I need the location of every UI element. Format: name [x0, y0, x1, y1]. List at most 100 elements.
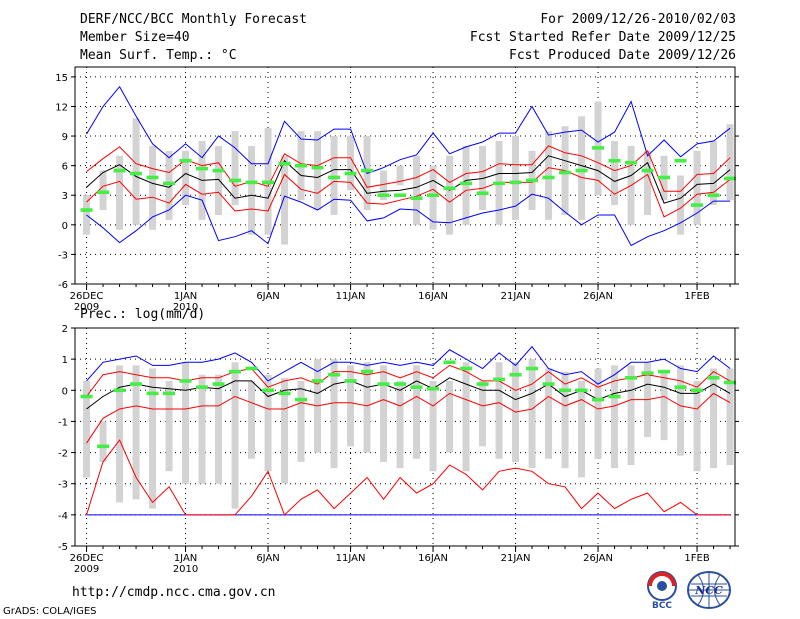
obs-mark [113, 168, 126, 173]
spread-bar [479, 145, 487, 211]
header-forecast-range: For 2009/12/26-2010/02/03 [540, 12, 736, 27]
x-tick-label: 16JAN [418, 291, 448, 302]
y-tick-label: -4 [58, 511, 68, 522]
obs-mark [460, 181, 473, 186]
header-member-size: Member Size=40 [80, 30, 190, 45]
spread-bar [413, 155, 421, 225]
ncc-logo-text: NCC [694, 584, 723, 597]
spread-bar [248, 145, 256, 235]
spread-bar [231, 362, 239, 509]
obs-mark [691, 388, 704, 393]
spread-bar [693, 150, 701, 225]
obs-mark [113, 388, 126, 393]
spread-bar [693, 380, 701, 472]
obs-mark [493, 377, 506, 382]
spread-bar [330, 359, 338, 469]
spread-bar [396, 380, 404, 469]
header-title: DERF/NCC/BCC Monthly Forecast [80, 12, 307, 27]
obs-mark [575, 168, 588, 173]
obs-mark [559, 388, 572, 393]
obs-mark [262, 388, 275, 393]
x-tick-label: 1FEB [684, 291, 709, 302]
header-start-date: Fcst Started Refer Date 2009/12/25 [469, 30, 736, 45]
spread-bar [116, 155, 124, 230]
obs-mark [658, 369, 671, 374]
spread-bar [132, 365, 140, 500]
bcc-logo: BCC [647, 571, 677, 610]
obs-mark [295, 163, 308, 168]
obs-mark [328, 372, 341, 377]
spread-bar [396, 165, 404, 186]
red-min-line [86, 439, 731, 516]
obs-mark [295, 397, 308, 402]
spread-bar [578, 380, 586, 478]
obs-mark [559, 170, 572, 175]
x-tick-label: 11JAN [336, 553, 366, 564]
spread-bar [446, 155, 454, 235]
obs-mark [707, 376, 720, 380]
obs-mark [592, 397, 605, 402]
obs-mark [130, 171, 143, 176]
header-produced-date: Fcst Produced Date 2009/12/26 [509, 48, 736, 63]
obs-mark [493, 181, 506, 186]
y-tick-label: 6 [62, 162, 68, 173]
obs-mark [394, 382, 407, 386]
spread-bar [281, 155, 289, 245]
obs-mark [476, 191, 489, 196]
obs-mark [641, 371, 654, 375]
x-tick-label: 11JAN [336, 291, 366, 302]
spread-bar [330, 136, 338, 215]
spread-bar [99, 170, 107, 211]
spread-bar [479, 380, 487, 447]
obs-mark [509, 372, 522, 377]
obs-mark [262, 180, 275, 185]
obs-mark [328, 175, 341, 180]
obs-mark [443, 360, 456, 365]
spread-bar [248, 380, 256, 459]
spread-bar [231, 131, 239, 206]
spread-bar [726, 124, 734, 201]
spread-bar [677, 175, 685, 235]
spread-bar [710, 368, 718, 469]
spread-bar [363, 362, 371, 453]
obs-mark [146, 391, 159, 396]
x-tick-label: 2009 [74, 302, 99, 313]
spread-bar [660, 371, 668, 441]
ensemble-mean-line [86, 377, 731, 410]
x-tick-label: 21JAN [501, 291, 531, 302]
spread-bar [495, 362, 503, 459]
obs-mark [641, 168, 654, 173]
obs-mark [80, 394, 93, 399]
obs-mark [196, 166, 209, 171]
y-tick-label: -6 [58, 280, 68, 291]
obs-mark [377, 193, 390, 198]
obs-mark [278, 161, 291, 166]
plot-frame [74, 66, 736, 285]
obs-mark [245, 366, 258, 371]
red-upper-line [86, 145, 731, 192]
spread-bar [215, 374, 223, 484]
spread-bar [429, 165, 437, 230]
x-tick-label: 1JAN [174, 291, 197, 302]
x-tick-label: 26DEC [70, 553, 104, 564]
ensemble-mean-line [86, 155, 731, 204]
spread-bar [578, 116, 586, 220]
obs-mark [80, 208, 93, 212]
spread-bar [726, 368, 734, 466]
obs-mark [608, 158, 621, 163]
y-tick-label: -3 [58, 480, 68, 491]
x-tick-label: 6JAN [256, 291, 279, 302]
y-tick-label: 15 [55, 73, 68, 84]
y-tick-label: -2 [58, 449, 68, 460]
blue-max-line [86, 345, 731, 385]
obs-mark [394, 193, 407, 198]
bcc-logo-text: BCC [652, 601, 672, 610]
spread-bar [264, 374, 272, 472]
obs-mark [245, 180, 258, 185]
obs-mark [311, 379, 324, 383]
footer-url[interactable]: http://cmdp.ncc.cma.gov.cn [72, 585, 276, 600]
obs-mark [130, 382, 143, 386]
obs-mark [163, 181, 176, 186]
spread-bar [182, 362, 190, 484]
